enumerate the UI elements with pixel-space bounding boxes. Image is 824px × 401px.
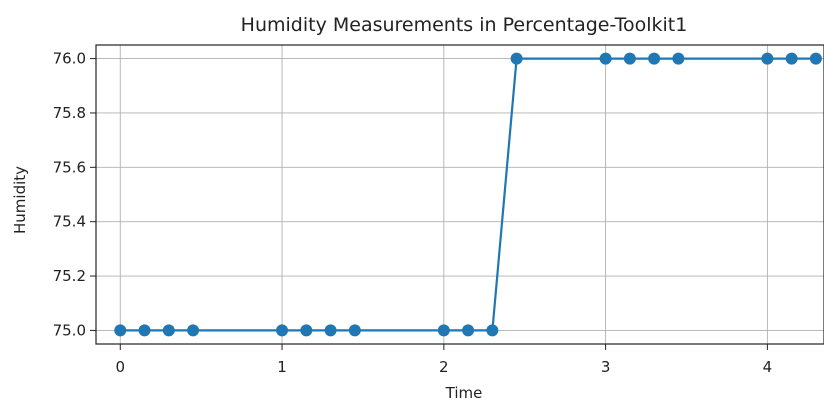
data-point-3 xyxy=(187,324,200,337)
y-axis-label: Humidity xyxy=(11,166,29,234)
data-point-7 xyxy=(348,324,361,337)
x-tick-label-4: 4 xyxy=(763,358,773,376)
data-point-18 xyxy=(809,52,822,65)
data-point-11 xyxy=(510,52,523,65)
x-tick-label-3: 3 xyxy=(601,358,611,376)
data-point-0 xyxy=(114,324,127,337)
data-point-13 xyxy=(623,52,636,65)
grid xyxy=(96,45,824,344)
y-tick-label-0: 75.0 xyxy=(53,321,86,339)
data-point-6 xyxy=(324,324,337,337)
y-tick-label-3: 75.6 xyxy=(53,158,86,176)
x-axis-label: Time xyxy=(445,384,483,401)
series-layer xyxy=(114,52,822,337)
data-point-10 xyxy=(486,324,499,337)
y-tick-label-5: 76.0 xyxy=(53,50,86,68)
y-tick-label-2: 75.4 xyxy=(53,213,86,231)
data-point-16 xyxy=(761,52,774,65)
data-point-14 xyxy=(648,52,661,65)
data-point-12 xyxy=(599,52,612,65)
data-point-15 xyxy=(672,52,685,65)
series-line-0 xyxy=(120,57,816,332)
data-point-1 xyxy=(138,324,151,337)
data-point-4 xyxy=(276,324,289,337)
data-point-9 xyxy=(462,324,475,337)
y-tick-label-4: 75.8 xyxy=(53,104,86,122)
y-tick-label-1: 75.2 xyxy=(53,267,86,285)
x-tick-label-2: 2 xyxy=(439,358,449,376)
chart-title: Humidity Measurements in Percentage-Tool… xyxy=(241,14,688,36)
data-point-5 xyxy=(300,324,313,337)
data-point-8 xyxy=(437,324,450,337)
plot-frame xyxy=(95,44,824,345)
data-point-17 xyxy=(785,52,798,65)
x-tick-label-0: 0 xyxy=(115,358,125,376)
axis-ticks: 0 1 2 3 4 75.0 75.2 75.4 75.6 75.8 76.0 xyxy=(53,50,773,376)
data-point-2 xyxy=(162,324,175,337)
x-tick-label-1: 1 xyxy=(277,358,287,376)
